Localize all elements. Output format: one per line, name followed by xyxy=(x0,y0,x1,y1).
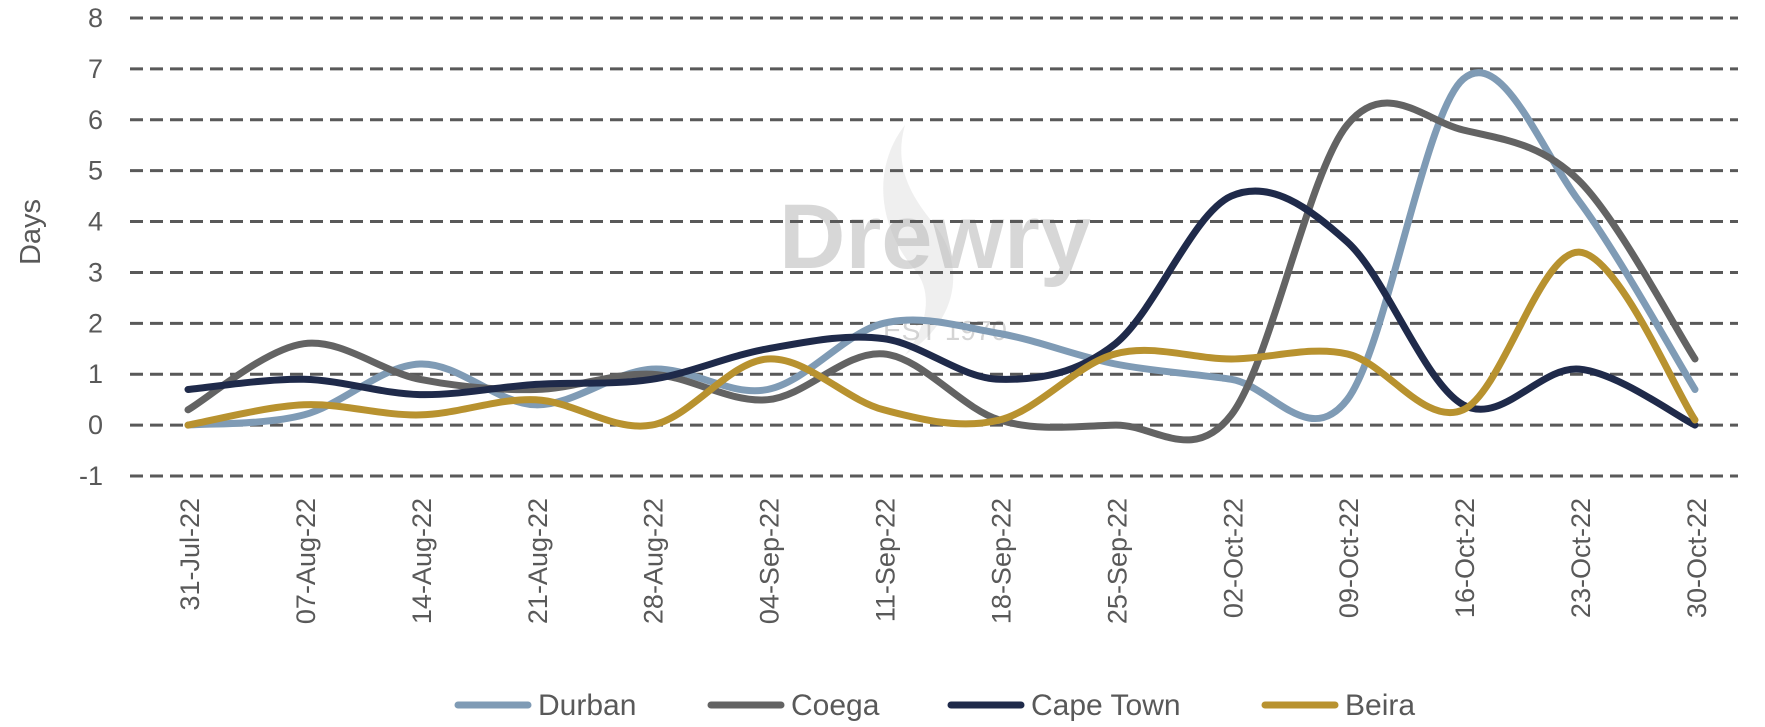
gridlines xyxy=(130,16,1738,478)
x-tick-label: 30-Oct-22 xyxy=(1682,498,1712,618)
y-tick-label: 5 xyxy=(88,156,103,186)
y-tick-label: 8 xyxy=(88,3,103,33)
x-tick-label: 07-Aug-22 xyxy=(291,498,321,624)
x-tick-label: 16-Oct-22 xyxy=(1450,498,1480,618)
series-lines xyxy=(184,69,1699,444)
y-tick-label: 4 xyxy=(88,207,103,237)
x-tick-label: 21-Aug-22 xyxy=(523,498,553,624)
x-tick-label: 31-Jul-22 xyxy=(175,498,205,611)
legend-label-coega: Coega xyxy=(791,689,880,722)
y-axis-ticks: -1 0 1 2 3 4 5 6 7 8 xyxy=(79,3,103,491)
y-tick-label: 7 xyxy=(88,54,103,84)
x-tick-label: 14-Aug-22 xyxy=(407,498,437,624)
x-tick-label: 04-Sep-22 xyxy=(755,498,785,624)
x-tick-label: 09-Oct-22 xyxy=(1334,498,1364,618)
x-tick-label: 11-Sep-22 xyxy=(871,498,901,622)
flame-icon xyxy=(883,125,954,355)
x-tick-label: 25-Sep-22 xyxy=(1102,498,1132,624)
y-tick-label: 6 xyxy=(88,105,103,135)
x-tick-label: 02-Oct-22 xyxy=(1218,498,1248,618)
y-tick-label: 0 xyxy=(88,410,103,440)
x-tick-label: 28-Aug-22 xyxy=(639,498,669,624)
y-tick-label: -1 xyxy=(79,461,103,491)
y-axis-title: Days xyxy=(15,199,47,265)
x-tick-label: 18-Sep-22 xyxy=(986,498,1016,624)
x-axis-ticks: 31-Jul-22 07-Aug-22 14-Aug-22 21-Aug-22 28-A… xyxy=(175,498,1712,624)
series-line-durban xyxy=(184,69,1699,429)
series-line-beira xyxy=(184,248,1699,430)
legend-label-beira: Beira xyxy=(1345,689,1415,722)
legend-label-cape-town: Cape Town xyxy=(1031,689,1181,722)
x-tick-label: 23-Oct-22 xyxy=(1566,498,1596,618)
y-tick-label: 1 xyxy=(88,359,103,389)
legend: Durban Coega Cape Town Beira xyxy=(454,689,1415,722)
series-line-cape-town xyxy=(184,187,1699,429)
legend-label-durban: Durban xyxy=(538,689,636,722)
y-tick-label: 3 xyxy=(88,257,103,287)
y-tick-label: 2 xyxy=(88,308,103,338)
